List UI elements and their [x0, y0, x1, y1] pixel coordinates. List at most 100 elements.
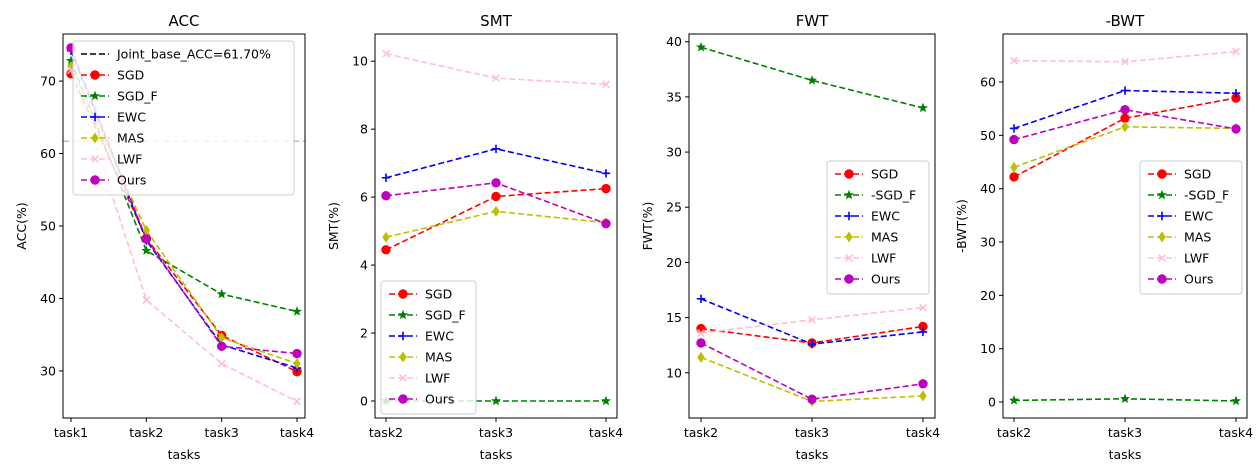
data-point — [1120, 393, 1130, 404]
legend-label: LWF — [871, 251, 896, 266]
data-point — [697, 329, 705, 337]
y-tick-label: 20 — [980, 288, 996, 303]
data-point — [1009, 134, 1019, 145]
data-point — [1009, 395, 1019, 405]
y-axis-label: ACC(%) — [14, 202, 29, 249]
legend-marker — [90, 112, 100, 122]
legend-marker — [399, 374, 407, 382]
plot-frame — [688, 33, 936, 419]
data-point — [293, 397, 301, 406]
legend-marker — [1157, 169, 1167, 179]
legend-marker — [90, 175, 100, 185]
legend-label: MAS — [425, 350, 452, 365]
data-point — [216, 341, 227, 351]
chart-panel-acc: ACC 30 40 50 60 70 task1 task2 task3 task4 tasks AC… — [14, 12, 314, 462]
data-point — [1231, 89, 1241, 98]
data-point — [808, 315, 816, 324]
data-point — [381, 191, 391, 201]
y-tick-label: 70 — [40, 74, 56, 89]
plot-frame — [374, 33, 618, 419]
series-sgd — [1009, 93, 1241, 182]
x-axis-label: tasks — [1109, 447, 1142, 462]
legend-marker — [398, 331, 408, 341]
data-point — [601, 183, 611, 194]
y-tick-label: 10 — [352, 54, 368, 69]
y-axis-label: -BWT(%) — [954, 199, 969, 253]
legend-marker — [844, 189, 854, 200]
data-point — [919, 303, 927, 312]
data-point — [697, 351, 705, 363]
series-lwf — [382, 49, 610, 89]
data-point — [1009, 172, 1019, 182]
data-point — [1231, 124, 1241, 134]
legend-marker — [90, 90, 100, 101]
legend-label: -SGD_F — [871, 188, 916, 203]
data-point — [292, 348, 302, 359]
legend-label: Ours — [117, 173, 146, 188]
x-tick-label: task3 — [479, 425, 513, 440]
x-axis-label: tasks — [168, 447, 201, 462]
y-tick-label: 30 — [666, 145, 682, 160]
data-point — [491, 144, 501, 154]
data-point — [491, 178, 501, 188]
data-point — [1009, 124, 1019, 133]
legend-label: EWC — [1184, 209, 1213, 224]
y-tick-label: 6 — [360, 190, 368, 205]
x-tick-label: task3 — [795, 425, 829, 440]
legend: SGD -SGD_F EWC MAS LWF Ours — [1139, 160, 1243, 295]
legend-label: Joint_base_ACC=61.70% — [116, 47, 271, 62]
series-ours — [696, 338, 928, 404]
data-point — [696, 41, 706, 52]
y-tick-label: 50 — [980, 128, 996, 143]
legend-marker — [1157, 274, 1167, 284]
y-tick-label: 30 — [40, 363, 56, 378]
data-point — [919, 390, 927, 402]
x-tick-label: task2 — [997, 425, 1031, 440]
x-tick-label: task3 — [1108, 425, 1142, 440]
series-ewc — [381, 144, 611, 182]
plot-frame — [62, 33, 306, 419]
x-tick-label: task2 — [129, 425, 163, 440]
legend-marker — [844, 274, 854, 284]
data-point — [601, 218, 611, 229]
legend-label: EWC — [871, 209, 900, 224]
y-tick-label: 20 — [666, 255, 682, 270]
data-point — [807, 394, 817, 404]
legend-label: LWF — [425, 371, 450, 386]
y-tick-label: 15 — [666, 310, 682, 325]
legend-marker — [398, 289, 408, 299]
data-point — [1120, 86, 1130, 95]
x-axis-label: tasks — [480, 447, 513, 462]
data-point — [1120, 105, 1130, 115]
legend-marker — [1157, 189, 1167, 200]
data-point — [696, 294, 706, 304]
data-point — [601, 169, 611, 178]
legend-label: Ours — [871, 272, 900, 287]
data-point — [491, 395, 501, 406]
data-point — [807, 75, 817, 85]
data-point — [141, 245, 152, 255]
data-point — [1231, 395, 1241, 406]
panel-title: ACC — [169, 12, 200, 30]
data-point — [807, 339, 817, 349]
legend-marker — [398, 309, 408, 320]
legend-label: MAS — [871, 230, 898, 245]
data-point — [602, 80, 610, 89]
x-tick-label: task2 — [369, 425, 403, 440]
legend-marker — [845, 254, 853, 262]
series-line — [1013, 50, 1237, 63]
series-sgd — [381, 183, 611, 255]
data-point — [918, 379, 928, 389]
y-tick-label: 30 — [980, 235, 996, 250]
data-point — [292, 306, 302, 316]
legend: SGD -SGD_F EWC MAS LWF Ours — [826, 160, 930, 295]
series-ewc — [696, 294, 928, 349]
legend-marker — [844, 211, 854, 221]
legend-label: MAS — [117, 131, 144, 146]
series-line — [1013, 97, 1237, 178]
y-tick-label: 4 — [360, 258, 368, 273]
y-tick-label: 0 — [360, 394, 368, 409]
data-point — [1010, 161, 1018, 173]
y-tick-label: 10 — [980, 341, 996, 356]
legend-label: SGD_F — [117, 89, 158, 104]
